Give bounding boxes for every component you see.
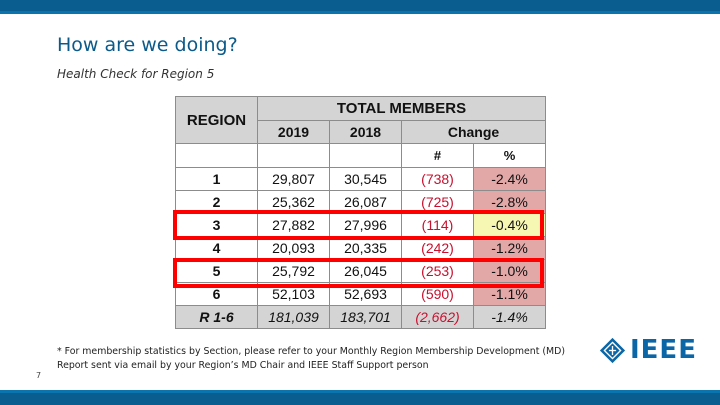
change-pct-cell: -2.4% [473,167,546,191]
value-2019-cell: 27,882 [257,213,330,237]
value-2018-cell: 30,545 [329,167,402,191]
total-2019-cell: 181,039 [257,305,330,329]
col-pct-header: % [473,143,546,168]
table-row: 1 29,807 30,545 (738) -2.4% [175,167,546,191]
change-pct-cell: -0.4% [473,213,546,237]
change-num-cell: (738) [401,167,474,191]
total-2018-cell: 183,701 [329,305,402,329]
page-number: 7 [36,371,42,380]
change-pct-cell: -1.2% [473,236,546,260]
col-2018-header: 2018 [329,120,402,144]
region-cell: 1 [175,167,258,191]
ieee-logo: IEEE [599,335,697,365]
value-2018-cell: 20,335 [329,236,402,260]
total-members-header: TOTAL MEMBERS [257,96,546,121]
change-header: Change [401,120,546,144]
slide-title: How are we doing? [57,34,238,56]
slide-subtitle: Health Check for Region 5 [57,67,215,81]
value-2018-cell: 27,996 [329,213,402,237]
value-2018-cell: 26,045 [329,259,402,283]
blank-cell [329,143,402,168]
table-row: 5 25,792 26,045 (253) -1.0% [175,259,546,283]
ieee-diamond-icon [599,337,626,363]
highlight-box-region-3 [173,210,544,240]
membership-table: REGION TOTAL MEMBERS 2019 2018 Change # … [175,96,546,329]
col-num-header: # [401,143,474,168]
value-2019-cell: 29,807 [257,167,330,191]
highlight-box-region-5 [173,258,544,288]
total-region-cell: R 1-6 [175,305,258,329]
total-change-num-cell: (2,662) [401,305,474,329]
total-row: R 1-6 181,039 183,701 (2,662) -1.4% [175,305,546,329]
blank-cell [257,143,330,168]
region-cell: 5 [175,259,258,283]
region-cell: 3 [175,213,258,237]
table-row: 3 27,882 27,996 (114) -0.4% [175,213,546,237]
top-band [0,0,720,14]
region-header: REGION [175,96,258,144]
total-change-pct-cell: -1.4% [473,305,546,329]
bottom-band [0,390,720,405]
change-pct-cell: -1.0% [473,259,546,283]
col-2019-header: 2019 [257,120,330,144]
table-row: 4 20,093 20,335 (242) -1.2% [175,236,546,260]
ieee-logo-text: IEEE [630,335,697,365]
footnote: * For membership statistics by Section, … [57,346,566,371]
blank-cell [175,143,258,168]
